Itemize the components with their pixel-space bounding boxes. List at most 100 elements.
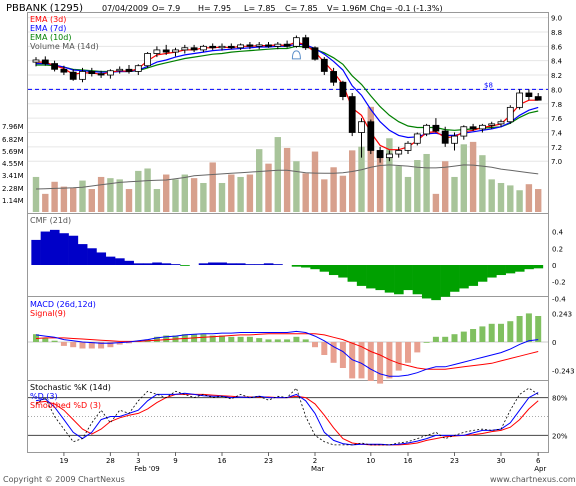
volume-bar bbox=[88, 189, 95, 212]
cmf-bar bbox=[459, 265, 469, 289]
month-label: Feb '09 bbox=[134, 465, 159, 473]
candle-body bbox=[488, 123, 496, 126]
candle-body bbox=[125, 68, 133, 72]
volume-bar bbox=[274, 137, 281, 212]
volume-bar bbox=[432, 193, 440, 212]
candle-body bbox=[413, 133, 421, 144]
cmf-bar bbox=[440, 265, 451, 297]
cmf-bar bbox=[59, 233, 69, 265]
volume-bars bbox=[32, 106, 542, 212]
cmf-tick-label: -0.2 bbox=[552, 279, 566, 287]
macd-histogram-bar bbox=[405, 342, 411, 363]
macd-histogram-bar bbox=[284, 339, 291, 342]
candle-body bbox=[292, 37, 300, 47]
cmf-bar bbox=[356, 265, 367, 286]
candle-body bbox=[190, 47, 198, 51]
candle-body bbox=[97, 73, 105, 76]
candle-body bbox=[358, 121, 365, 133]
macd-tick-label: 0.243 bbox=[552, 310, 572, 318]
macd-histogram-bar bbox=[163, 335, 170, 342]
macd-histogram-bar bbox=[339, 342, 346, 368]
cmf-bar bbox=[347, 265, 358, 282]
ema7-line bbox=[36, 43, 539, 139]
candle-body bbox=[534, 96, 542, 101]
cmf-bar bbox=[170, 264, 181, 265]
price-tick-label: 7.0 bbox=[551, 158, 562, 166]
cmf-bar bbox=[124, 260, 134, 265]
volume-bar bbox=[51, 181, 58, 212]
cmf-bar bbox=[96, 252, 107, 265]
candle-body bbox=[376, 150, 384, 159]
date-label: 07/04/2009 bbox=[102, 4, 148, 13]
price-tick-label: 7.6 bbox=[551, 115, 563, 123]
date-tick-label: 2 bbox=[313, 457, 317, 465]
stoch-legend-d: %D (3) bbox=[30, 392, 58, 401]
cmf-area: 0.4 0.2 0 -0.2 -0.4 bbox=[31, 229, 566, 303]
candle-body bbox=[218, 45, 226, 49]
volume-bar bbox=[469, 141, 477, 212]
date-tick-label: 23 bbox=[450, 457, 459, 465]
candle-body bbox=[478, 124, 486, 130]
candle-body bbox=[404, 142, 412, 151]
macd-histogram-bar bbox=[377, 342, 384, 384]
candle-body bbox=[348, 96, 356, 133]
date-axis: 19 28 3 9 16 23 2 10 16 23 30 6 Feb '09 Mar Apr bbox=[59, 452, 546, 473]
candle-body bbox=[144, 53, 152, 67]
candlesticks bbox=[32, 34, 542, 163]
macd-histogram-bar bbox=[51, 340, 58, 342]
macd-histogram-bar bbox=[126, 342, 132, 344]
cmf-bar bbox=[198, 263, 209, 265]
month-label: Mar bbox=[311, 465, 324, 473]
candle-body bbox=[274, 43, 282, 47]
price-tick-label: 8.2 bbox=[551, 72, 562, 80]
candle-body bbox=[441, 130, 449, 144]
macd-histogram-bar bbox=[414, 342, 421, 353]
date-tick-label: 16 bbox=[404, 457, 413, 465]
cmf-bar bbox=[505, 265, 516, 274]
volume-bar bbox=[265, 163, 272, 212]
price-tick-label: 7.2 bbox=[551, 144, 562, 152]
legend-ema10: EMA (10d) bbox=[30, 33, 71, 42]
macd-histogram-bar bbox=[516, 316, 523, 342]
candle-body bbox=[367, 121, 375, 151]
volume-bar bbox=[358, 146, 365, 212]
cmf-bar bbox=[49, 229, 60, 265]
candle-body bbox=[209, 45, 217, 49]
stoch-tick-label: 20% bbox=[552, 432, 568, 440]
date-tick-label: 6 bbox=[536, 457, 541, 465]
volume-bar bbox=[349, 150, 356, 212]
cmf-bar bbox=[142, 263, 153, 265]
volume-bar bbox=[125, 189, 133, 212]
cmf-bar bbox=[524, 265, 534, 270]
volume-tick-label: 6.82M bbox=[2, 136, 24, 144]
volume-bar bbox=[404, 176, 412, 212]
volume-bar bbox=[32, 176, 40, 212]
volume-bar bbox=[190, 178, 198, 212]
d-line bbox=[35, 392, 539, 446]
candle-body bbox=[302, 37, 310, 49]
cmf-bar bbox=[40, 231, 51, 265]
volume-bar bbox=[172, 179, 179, 212]
volume-bar bbox=[153, 189, 161, 212]
month-label: Apr bbox=[534, 465, 546, 473]
volume-bar bbox=[181, 174, 188, 212]
copyright-label: Copyright © 2009 ChartNexus bbox=[3, 475, 125, 484]
date-tick-label: 28 bbox=[106, 457, 115, 465]
k-line bbox=[35, 387, 539, 446]
volume-bar bbox=[311, 151, 319, 212]
stochastic-plot: 80% 20% bbox=[28, 387, 568, 446]
cmf-tick-label: 0 bbox=[552, 262, 556, 270]
candle-body bbox=[506, 106, 514, 123]
candle-body bbox=[469, 126, 477, 130]
cmf-tick-label: 0.2 bbox=[552, 245, 563, 253]
volume-bar bbox=[246, 174, 254, 212]
cmf-bar bbox=[496, 265, 506, 276]
volume-bar bbox=[386, 138, 393, 212]
candle-body bbox=[460, 126, 468, 137]
price-tick-label: 8.6 bbox=[551, 43, 563, 51]
price-tick-label: 7.8 bbox=[551, 101, 562, 109]
candle-body bbox=[339, 81, 347, 97]
volume-bar bbox=[97, 176, 105, 212]
volume-bar bbox=[460, 144, 467, 212]
date-tick-label: 3 bbox=[136, 457, 140, 465]
